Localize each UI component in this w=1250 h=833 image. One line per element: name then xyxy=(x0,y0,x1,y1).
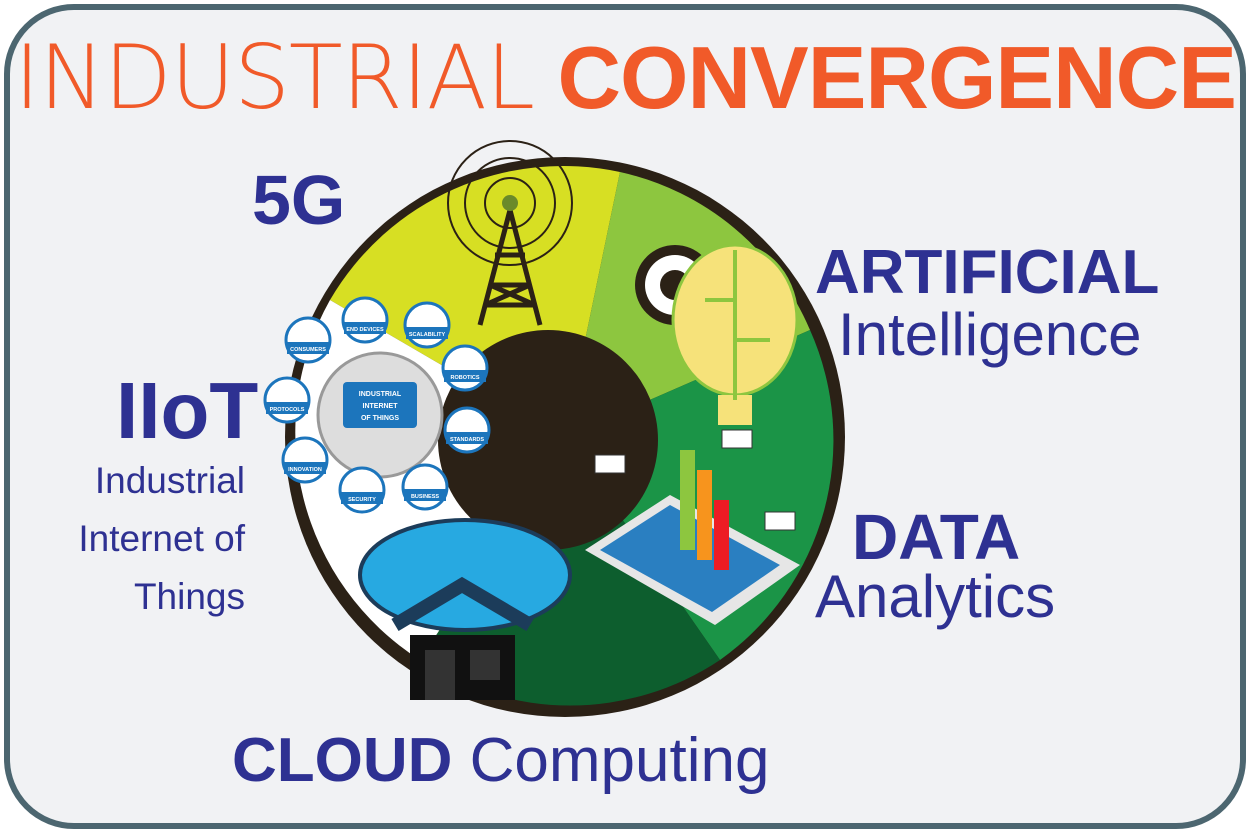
badge-innovation: INNOVATION xyxy=(281,436,329,484)
page-title: INDUSTRIAL CONVERGENCE xyxy=(0,26,1250,129)
badge-robotics: ROBOTICS xyxy=(441,344,489,392)
badge-label: INNOVATION xyxy=(288,467,322,473)
brain-lightbulb-icon xyxy=(671,243,799,425)
iiot-line: Things xyxy=(133,576,245,617)
label-iiot-desc: Industrial Internet of Things xyxy=(78,452,245,626)
badge-security: SECURITY xyxy=(338,466,386,514)
badge-end-devices: END DEVICES xyxy=(341,296,389,344)
badge-label: CONSUMERS xyxy=(290,347,326,353)
label-data-bold: DATA xyxy=(852,501,1021,573)
title-light: INDUSTRIAL xyxy=(14,26,535,129)
center-circle xyxy=(438,330,658,550)
tablet-chart-icon xyxy=(585,429,800,625)
label-5g: 5G xyxy=(252,161,346,239)
badge-label: BUSINESS xyxy=(411,494,439,500)
badge-label: STANDARDS xyxy=(450,437,484,443)
iiot-line: Internet of xyxy=(78,518,245,559)
badge-standards: STANDARDS xyxy=(443,406,491,454)
cloud-bold: CLOUD xyxy=(232,726,453,795)
title-bold: CONVERGENCE xyxy=(557,28,1236,127)
badge-label: SCALABILITY xyxy=(409,332,446,338)
iiot-globe: INDUSTRIAL INTERNET OF THINGS xyxy=(316,351,444,479)
cloud-house-icon xyxy=(358,518,572,700)
cloud-light: Computing xyxy=(469,726,770,795)
iiot-line: Industrial xyxy=(94,460,245,501)
badge-label: ROBOTICS xyxy=(450,375,479,381)
label-ai-light: Intelligence xyxy=(838,301,1142,368)
badge-business: BUSINESS xyxy=(401,463,449,511)
badge-label: PROTOCOLS xyxy=(270,407,305,413)
label-iiot-bold: IIoT xyxy=(116,366,259,455)
label-ai-bold: ARTIFICIAL xyxy=(815,238,1160,307)
globe-line-3: OF THINGS xyxy=(361,415,399,422)
badge-consumers: CONSUMERS xyxy=(284,316,332,364)
badge-label: SECURITY xyxy=(348,497,376,503)
globe-line-1: INDUSTRIAL xyxy=(359,391,402,398)
cell-tower-icon xyxy=(447,140,573,326)
badge-label: END DEVICES xyxy=(346,327,384,333)
badge-protocols: PROTOCOLS xyxy=(263,376,311,424)
label-data-light: Analytics xyxy=(815,563,1056,630)
label-cloud: CLOUD Computing xyxy=(232,725,769,796)
iiot-badges: END DEVICES SCALABILITY ROBOTICS STANDARDS B… xyxy=(263,296,491,514)
globe-line-2: INTERNET xyxy=(363,403,399,410)
badge-scalability: SCALABILITY xyxy=(403,301,451,349)
